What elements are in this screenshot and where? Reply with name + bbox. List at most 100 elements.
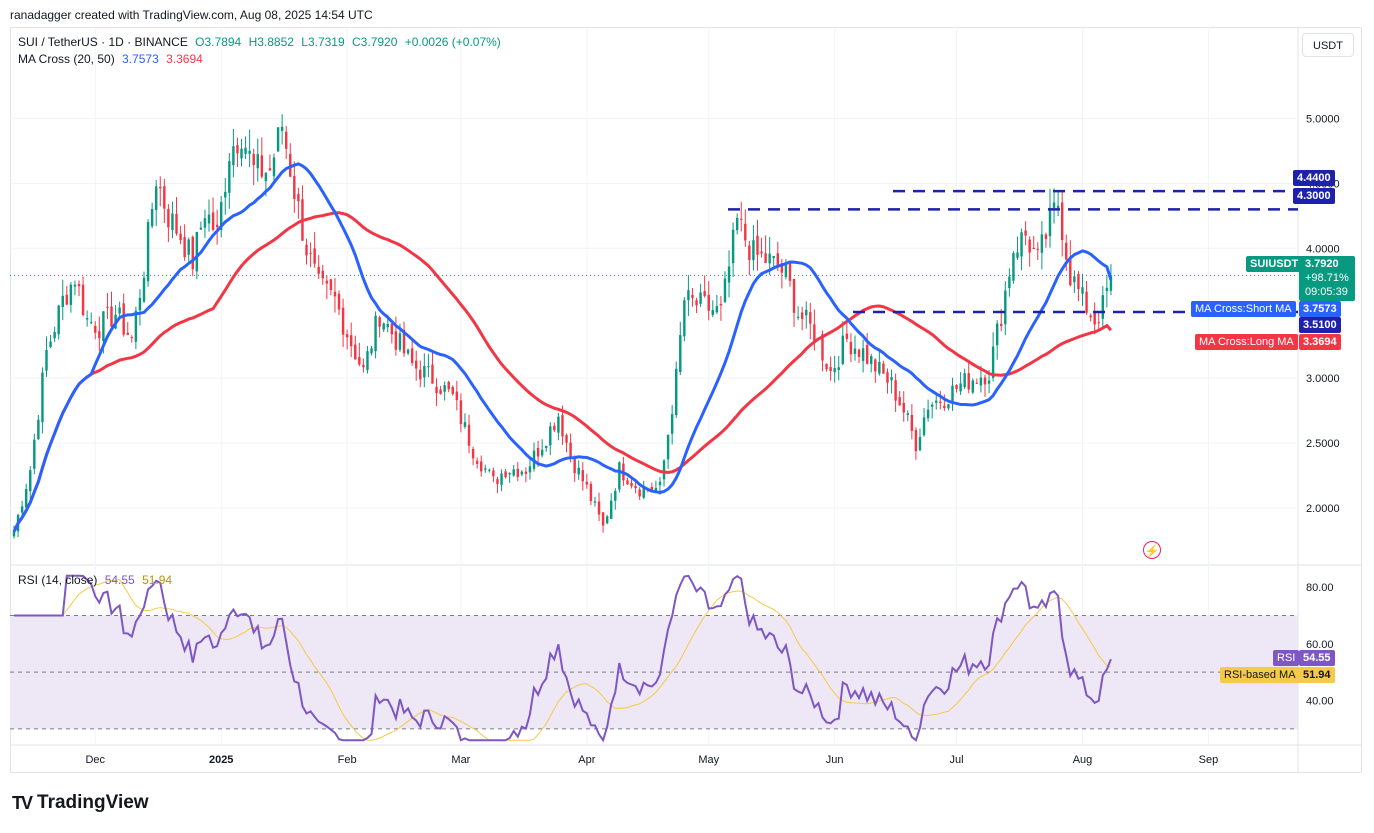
x-tick-label: Apr: [578, 754, 595, 766]
y-tick-label: 5.0000: [1306, 113, 1340, 125]
rsi-tick-label: 40.00: [1306, 696, 1334, 708]
candle-body: [467, 424, 471, 446]
candle-body: [435, 386, 438, 394]
candle-body: [224, 191, 227, 198]
candle-body: [882, 363, 885, 374]
candle-body: [540, 449, 544, 456]
candle-body: [947, 404, 950, 409]
candle-body: [207, 214, 211, 224]
candle-body: [995, 323, 999, 346]
candle-body: [711, 310, 715, 316]
candle-body: [366, 351, 369, 371]
candle-body: [394, 331, 398, 350]
candle-body: [845, 333, 849, 339]
candle-body: [760, 251, 763, 254]
candle-body: [309, 252, 312, 254]
candle-body: [679, 335, 682, 373]
candle-body: [122, 303, 125, 335]
candle-body: [402, 329, 406, 354]
candle-body: [138, 297, 142, 311]
candle-body: [874, 359, 877, 372]
candle-body: [597, 501, 601, 515]
candle-body: [833, 368, 836, 373]
candle-body: [53, 331, 56, 339]
change-pct-value: +98.71%: [1305, 272, 1349, 284]
candle-body: [500, 473, 503, 485]
candle-body: [134, 310, 138, 342]
candle-body: [1032, 248, 1035, 250]
candle-body: [528, 466, 532, 473]
candle-body: [313, 248, 316, 264]
candle-body: [975, 382, 979, 384]
candle-body: [1048, 207, 1052, 237]
x-tick-label: Jul: [950, 754, 964, 766]
candle-body: [1069, 256, 1072, 286]
last-price-tag: 3.7920 +98.71% 09:05:39: [1299, 256, 1355, 301]
candle-body: [130, 337, 134, 339]
candle-body: [341, 307, 345, 335]
candle-body: [1040, 234, 1044, 253]
candle-body: [715, 306, 719, 313]
candle-body: [800, 312, 804, 320]
candle-body: [183, 237, 186, 258]
symbol-label: SUI / TetherUS · 1D · BINANCE: [18, 35, 188, 49]
candle-body: [549, 426, 552, 446]
candle-body: [744, 223, 747, 241]
candle-body: [41, 372, 44, 423]
candle-body: [329, 279, 333, 291]
candle-body: [772, 256, 775, 259]
candle-body: [752, 240, 755, 261]
level-4440-tag: 4.4400: [1293, 170, 1335, 186]
chart-frame[interactable]: [10, 27, 1362, 773]
candle-body: [906, 413, 910, 415]
candle-body: [687, 290, 690, 301]
candle-body: [49, 341, 52, 347]
candle-body: [670, 414, 674, 434]
ma-legend: MA Cross (20, 50) 3.7573 3.3694: [18, 52, 207, 66]
rsi-label-tag: RSI: [1273, 650, 1300, 666]
candle-body: [784, 262, 788, 277]
high-value: H3.8852: [248, 35, 294, 49]
candle-body: [1089, 315, 1092, 318]
candle-body: [110, 306, 113, 327]
candle-body: [256, 154, 259, 169]
candle-body: [703, 291, 706, 297]
candle-body: [890, 377, 893, 381]
candle-body: [167, 208, 170, 228]
candle-body: [983, 377, 987, 385]
candle-body: [853, 348, 857, 354]
long-ma-value-tag: 3.3694: [1299, 334, 1341, 350]
rsi-line: [14, 574, 1112, 743]
y-tick-label: 2.5000: [1306, 438, 1340, 450]
rsi-legend: RSI (14, close) 54.55 51.94: [18, 573, 176, 587]
long-ma-label-tag: MA Cross:Long MA: [1195, 334, 1298, 350]
candle-body: [1077, 274, 1080, 290]
candle-body: [825, 363, 828, 370]
candle-body: [809, 312, 812, 324]
candle-body: [618, 462, 621, 490]
candle-body: [695, 300, 698, 306]
candle-body: [244, 147, 247, 154]
change-value: +0.0026 (+0.07%): [404, 35, 501, 49]
candle-body: [94, 325, 97, 333]
candle-body: [191, 236, 194, 270]
candle-body: [264, 172, 268, 181]
x-tick-label: May: [698, 754, 719, 766]
candle-body: [849, 341, 853, 355]
candle-body: [914, 430, 918, 452]
currency-button[interactable]: USDT: [1302, 33, 1354, 57]
flash-icon[interactable]: ⚡: [1143, 541, 1161, 559]
candle-body: [268, 168, 272, 171]
candle-body: [922, 417, 926, 436]
candle-body: [898, 397, 901, 406]
candle-body: [593, 501, 597, 503]
candle-body: [536, 447, 540, 457]
candle-body: [666, 434, 670, 460]
ma-short-value: 3.7573: [122, 52, 159, 66]
candle-body: [504, 471, 507, 478]
candle-body: [630, 482, 633, 487]
candle-body: [431, 364, 434, 384]
candle-body: [45, 349, 48, 371]
candle-body: [707, 294, 710, 311]
